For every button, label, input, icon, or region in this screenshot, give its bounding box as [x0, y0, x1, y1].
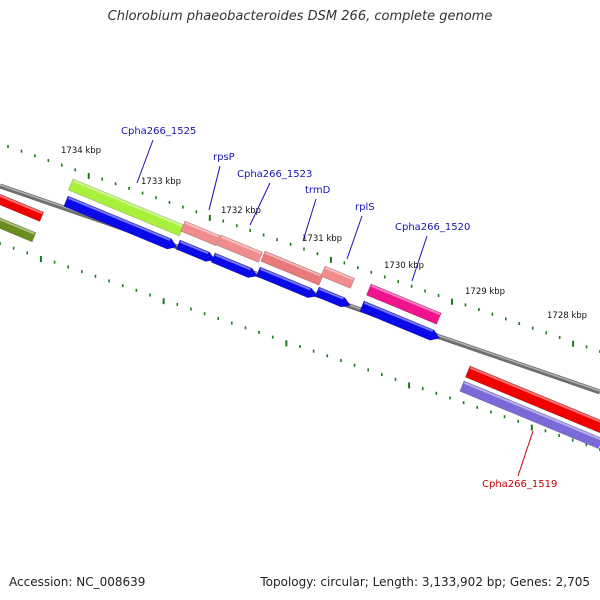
feature-olive-left-shine: [0, 218, 35, 235]
cds-arrow-1525[interactable]: [63, 195, 178, 250]
feature-cpha266-1520[interactable]: [366, 283, 442, 325]
cds-arrow-rpls[interactable]: [314, 286, 351, 308]
cds-arrow-rpsp-shine: [179, 240, 209, 255]
scale-label: 1734 kbp: [61, 146, 101, 156]
gene-label-cpha266-1525[interactable]: Cpha266_1525: [121, 126, 196, 137]
gene-label-rpls[interactable]: rplS: [355, 202, 375, 213]
cds-arrow-1520[interactable]: [359, 300, 440, 341]
scale-label: 1731 kbp: [302, 234, 342, 244]
feature-rpls[interactable]: [320, 265, 355, 289]
feature-red-left-shine: [0, 194, 43, 215]
feature-cpha266-1525[interactable]: [68, 178, 185, 237]
leader-line-cpha266-1520: [411, 235, 428, 282]
page-title: Chlorobium phaeobacteroides DSM 266, com…: [107, 9, 493, 24]
cds-arrow-1523[interactable]: [210, 252, 258, 278]
gene-label-trmd[interactable]: trmD: [305, 185, 331, 196]
leader-line-cpha266-1523: [249, 182, 271, 226]
feature-cpha266-1525-shine: [72, 179, 183, 227]
feature-cpha266-1519[interactable]: [465, 365, 600, 435]
gene-label-rpsp[interactable]: rpsP: [213, 152, 235, 163]
leader-line-cpha266-1525: [136, 139, 154, 184]
genome-summary: Topology: circular; Length: 3,133,902 bp…: [260, 575, 590, 589]
feature-rpls-shine: [324, 266, 354, 281]
feature-purple-1519[interactable]: [459, 380, 600, 449]
tick-marks: [0, 145, 600, 451]
accession-label: Accession: NC_008639: [9, 575, 146, 589]
feature-purple-1519-shine: [463, 381, 600, 441]
feature-trmd[interactable]: [260, 250, 324, 286]
leader-line-rpsp: [208, 165, 221, 211]
leader-line-trmd: [302, 198, 317, 242]
gene-label-cpha266-1519[interactable]: Cpha266_1519: [482, 479, 557, 490]
gene-label-cpha266-1520[interactable]: Cpha266_1520: [395, 222, 470, 233]
feature-red-left[interactable]: [0, 190, 44, 222]
scale-label: 1729 kbp: [465, 287, 505, 297]
scale-labels: 1734 kbp 1733 kbp 1732 kbp 1731 kbp 1730 kbp…: [61, 146, 587, 321]
scale-label: 1733 kbp: [141, 177, 181, 187]
scale-label: 1732 kbp: [221, 206, 261, 216]
feature-olive-left[interactable]: [0, 212, 37, 243]
cds-arrow-trmd-shine: [259, 267, 311, 291]
feature-rpsp-shine: [184, 221, 219, 238]
feature-cpha266-1523[interactable]: [216, 234, 263, 263]
cds-arrow-1525-shine: [67, 196, 171, 241]
scale-label: 1730 kbp: [384, 261, 424, 271]
feature-cpha266-1519-shine: [469, 366, 600, 423]
leader-line-rpls: [346, 215, 363, 260]
gene-label-cpha266-1523[interactable]: Cpha266_1523: [237, 169, 312, 180]
feature-cpha266-1523-shine: [220, 235, 262, 255]
scale-label: 1728 kbp: [547, 311, 587, 321]
feature-rpsp[interactable]: [180, 220, 221, 247]
feature-trmd-shine: [264, 251, 323, 278]
cds-arrow-rpls-shine: [318, 287, 344, 300]
gene-features: [0, 178, 600, 449]
leader-line-cpha266-1519: [517, 430, 534, 477]
cds-arrow-1520-shine: [363, 301, 434, 333]
cds-arrow-rpsp[interactable]: [175, 239, 216, 262]
feature-cpha266-1520-shine: [370, 284, 441, 316]
cds-arrow-1523-shine: [214, 253, 251, 271]
cds-arrow-trmd[interactable]: [255, 266, 318, 299]
